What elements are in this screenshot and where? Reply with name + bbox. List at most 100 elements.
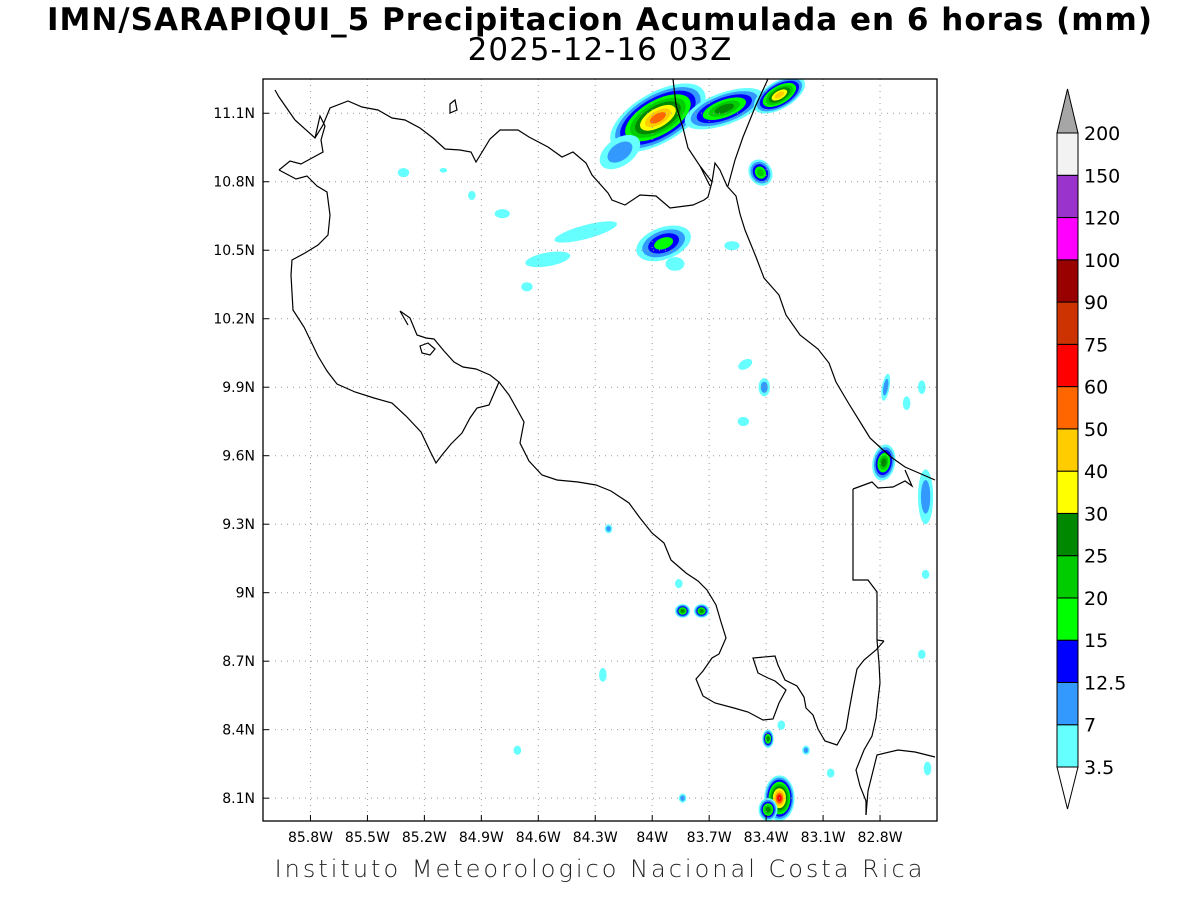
lon-tick-label: 83.4W (744, 830, 789, 846)
precip-cell (599, 134, 641, 170)
precip-contour (774, 91, 785, 99)
legend-label: 40 (1084, 461, 1108, 483)
precip-cell (397, 168, 410, 178)
precip-contour (649, 112, 666, 124)
precip-contour (714, 103, 734, 114)
legend-swatch (1056, 512, 1079, 557)
precip-contour (513, 745, 522, 755)
precip-cell (525, 251, 571, 268)
lat-tick-label: 8.4N (222, 723, 255, 739)
precip-cell (554, 221, 617, 243)
precip-cell (802, 745, 810, 755)
legend-label: 200 (1084, 123, 1120, 145)
lat-tick-label: 9.9N (222, 380, 255, 396)
precip-contour (918, 380, 926, 395)
lat-tick-label: 9N (236, 586, 255, 602)
precip-contour (738, 358, 753, 370)
precip-cell (674, 604, 691, 618)
precip-contour (674, 578, 683, 589)
coastline-nicoya (294, 100, 936, 481)
legend-swatch (1056, 597, 1079, 641)
legend-swatch (1056, 470, 1079, 514)
precip-cell (604, 524, 613, 534)
precip-cell (674, 578, 683, 589)
precip-cell (521, 282, 533, 292)
precip-cell (902, 396, 911, 411)
legend-label: 50 (1084, 419, 1108, 441)
precip-contour (468, 190, 476, 201)
precip-contour (803, 747, 809, 754)
precip-cell (513, 745, 522, 755)
lat-tick-label: 8.1N (222, 791, 255, 807)
precip-contour (826, 768, 835, 778)
footer-credit: Instituto Meteorologico Nacional Costa R… (274, 855, 926, 883)
precip-contour (918, 649, 926, 659)
precip-cell (684, 87, 764, 130)
precip-contour (554, 221, 617, 243)
legend-label: 3.5 (1084, 757, 1114, 779)
coastline-gulf-nicoya (399, 310, 885, 746)
precip-contour (902, 396, 911, 411)
chart-subtitle-date: 2025-12-16 03Z (467, 32, 733, 68)
precip-cell (923, 761, 932, 776)
precip-cell (748, 159, 773, 186)
precip-contour (607, 141, 633, 163)
precip-cell (439, 168, 448, 173)
color-legend: 3.5 7 12.5 15 20 25 30 40 50 60 75 90 100 120 150 200 (1056, 88, 1126, 810)
precip-cell (468, 190, 476, 201)
precip-cell (758, 378, 770, 397)
coastlines-and-borders (274, 79, 936, 816)
legend-swatch (1056, 301, 1079, 345)
lon-tick-label: 83.7W (687, 830, 732, 846)
precip-cell (610, 83, 706, 153)
precip-contour (756, 168, 764, 177)
precip-contour (737, 416, 750, 427)
legend-swatch (1056, 428, 1079, 472)
precip-cell (826, 768, 835, 778)
precip-cell (881, 373, 891, 401)
legend-label: 30 (1084, 503, 1108, 525)
legend-label: 120 (1084, 208, 1120, 230)
precip-contour (665, 257, 685, 271)
lat-tick-label: 10.5N (213, 243, 255, 259)
legend-label: 90 (1084, 292, 1108, 314)
precip-contour (606, 525, 611, 532)
lon-tick-label: 84W (636, 830, 668, 846)
precip-contour (494, 209, 510, 219)
legend-swatch (1056, 132, 1079, 176)
precip-cell (872, 444, 896, 481)
precip-contour (923, 761, 932, 776)
precip-contour (765, 806, 771, 813)
lon-tick-label: 82.8W (858, 830, 903, 846)
precip-contour (439, 168, 448, 173)
precip-cell (737, 416, 750, 427)
coastline-chiriqui (865, 749, 936, 816)
legend-bottom-arrow (1056, 766, 1079, 810)
legend-label: 75 (1084, 334, 1108, 356)
legend-label: 60 (1084, 377, 1108, 399)
precip-cell (636, 225, 691, 262)
legend-label: 20 (1084, 588, 1108, 610)
legend-label: 12.5 (1084, 672, 1126, 694)
legend-swatch (1056, 724, 1079, 768)
gridlines (263, 79, 937, 821)
precip-cell (665, 257, 685, 271)
precip-contour (525, 251, 571, 268)
precip-cell (599, 668, 607, 682)
precip-contour (760, 381, 768, 393)
legend-swatch (1056, 343, 1079, 388)
precip-cell (753, 79, 806, 114)
precip-contour (699, 609, 704, 613)
legend-swatch (1056, 217, 1079, 261)
legend-swatch (1056, 639, 1079, 683)
coastline-guanacaste-west (274, 89, 500, 465)
lon-tick-label: 85.2W (402, 830, 447, 846)
precip-contour (521, 282, 533, 292)
legend-label: 25 (1084, 546, 1108, 568)
precip-cell (762, 729, 774, 748)
precip-contour (724, 241, 740, 251)
legend-label: 150 (1084, 165, 1120, 187)
precip-contour (920, 479, 931, 514)
precip-cell (918, 649, 926, 659)
